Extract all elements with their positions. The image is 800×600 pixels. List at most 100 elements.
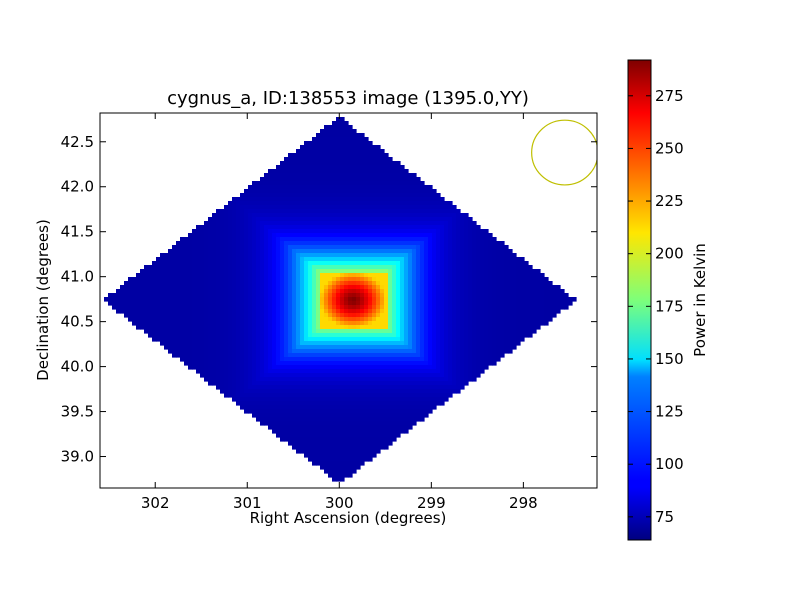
heatmap-cell bbox=[308, 241, 313, 246]
heatmap-cell bbox=[288, 173, 293, 178]
heatmap-cell bbox=[380, 253, 385, 258]
heatmap-cell bbox=[224, 273, 229, 278]
heatmap-cell bbox=[212, 285, 217, 290]
heatmap-cell bbox=[412, 241, 417, 246]
heatmap-cell bbox=[420, 365, 425, 370]
heatmap-cell bbox=[476, 293, 481, 298]
heatmap-cell bbox=[324, 125, 329, 130]
heatmap-cell bbox=[376, 393, 381, 398]
heatmap-cell bbox=[320, 333, 325, 338]
heatmap-cell bbox=[544, 289, 549, 294]
heatmap-cell bbox=[444, 361, 449, 366]
heatmap-cell bbox=[264, 269, 269, 274]
heatmap-cell bbox=[348, 209, 353, 214]
heatmap-cell bbox=[252, 409, 257, 414]
heatmap-cell bbox=[448, 353, 453, 358]
heatmap-cell bbox=[264, 301, 269, 306]
heatmap-cell bbox=[396, 217, 401, 222]
heatmap-cell bbox=[284, 173, 289, 178]
heatmap-cell bbox=[424, 229, 429, 234]
heatmap-cell bbox=[244, 377, 249, 382]
heatmap-cell bbox=[288, 281, 293, 286]
heatmap-cell bbox=[304, 341, 309, 346]
heatmap-cell bbox=[368, 353, 373, 358]
heatmap-cell bbox=[180, 257, 185, 262]
heatmap-cell bbox=[392, 265, 397, 270]
heatmap-cell bbox=[404, 297, 409, 302]
heatmap-cell bbox=[264, 289, 269, 294]
heatmap-cell bbox=[472, 321, 477, 326]
heatmap-cell bbox=[220, 241, 225, 246]
heatmap-cell bbox=[432, 365, 437, 370]
heatmap-cell bbox=[332, 205, 337, 210]
heatmap-cell bbox=[388, 221, 393, 226]
heatmap-cell bbox=[332, 201, 337, 206]
heatmap-cell bbox=[324, 349, 329, 354]
heatmap-cell bbox=[344, 393, 349, 398]
heatmap-cell bbox=[528, 333, 533, 338]
heatmap-cell bbox=[284, 317, 289, 322]
heatmap-cell bbox=[452, 257, 457, 262]
heatmap-cell bbox=[364, 389, 369, 394]
heatmap-cell bbox=[496, 241, 501, 246]
heatmap-cell bbox=[368, 361, 373, 366]
heatmap-cell bbox=[392, 193, 397, 198]
heatmap-cell bbox=[404, 361, 409, 366]
heatmap-cell bbox=[368, 229, 373, 234]
heatmap-cell bbox=[276, 217, 281, 222]
heatmap-cell bbox=[444, 281, 449, 286]
heatmap-cell bbox=[304, 161, 309, 166]
heatmap-cell bbox=[260, 205, 265, 210]
heatmap-cell bbox=[424, 337, 429, 342]
heatmap-cell bbox=[520, 281, 525, 286]
heatmap-cell bbox=[268, 309, 273, 314]
heatmap-cell bbox=[372, 161, 377, 166]
heatmap-cell bbox=[336, 141, 341, 146]
heatmap-cell bbox=[528, 321, 533, 326]
heatmap-cell bbox=[300, 305, 305, 310]
heatmap-cell bbox=[368, 161, 373, 166]
heatmap-cell bbox=[152, 269, 157, 274]
heatmap-cell bbox=[348, 281, 353, 286]
heatmap-cell bbox=[348, 193, 353, 198]
heatmap-cell bbox=[360, 165, 365, 170]
heatmap-cell bbox=[524, 301, 529, 306]
heatmap-cell bbox=[372, 365, 377, 370]
heatmap-cell bbox=[332, 353, 337, 358]
heatmap-cell bbox=[352, 217, 357, 222]
heatmap-cell bbox=[128, 293, 133, 298]
heatmap-cell bbox=[300, 309, 305, 314]
heatmap-cell bbox=[316, 213, 321, 218]
heatmap-cell bbox=[500, 301, 505, 306]
heatmap-cell bbox=[392, 333, 397, 338]
heatmap-cell bbox=[364, 217, 369, 222]
heatmap-cell bbox=[220, 225, 225, 230]
heatmap-cell bbox=[260, 273, 265, 278]
heatmap-cell bbox=[504, 289, 509, 294]
heatmap-cell bbox=[256, 293, 261, 298]
heatmap-cell bbox=[368, 213, 373, 218]
heatmap-cell bbox=[316, 325, 321, 330]
heatmap-cell bbox=[316, 153, 321, 158]
heatmap-cell bbox=[384, 257, 389, 262]
heatmap-cell bbox=[364, 161, 369, 166]
heatmap-cell bbox=[404, 261, 409, 266]
heatmap-cell bbox=[328, 157, 333, 162]
heatmap-cell bbox=[328, 257, 333, 262]
heatmap-cell bbox=[316, 293, 321, 298]
heatmap-cell bbox=[260, 185, 265, 190]
heatmap-cell bbox=[388, 289, 393, 294]
heatmap-cell bbox=[320, 217, 325, 222]
heatmap-cell bbox=[252, 237, 257, 242]
heatmap-cell bbox=[248, 345, 253, 350]
heatmap-cell bbox=[300, 349, 305, 354]
heatmap-cell bbox=[216, 241, 221, 246]
heatmap-cell bbox=[408, 257, 413, 262]
heatmap-cell bbox=[416, 277, 421, 282]
heatmap-cell bbox=[372, 349, 377, 354]
heatmap-cell bbox=[152, 281, 157, 286]
heatmap-cell bbox=[120, 305, 125, 310]
heatmap-cell bbox=[360, 349, 365, 354]
heatmap-cell bbox=[204, 265, 209, 270]
heatmap-cell bbox=[204, 229, 209, 234]
